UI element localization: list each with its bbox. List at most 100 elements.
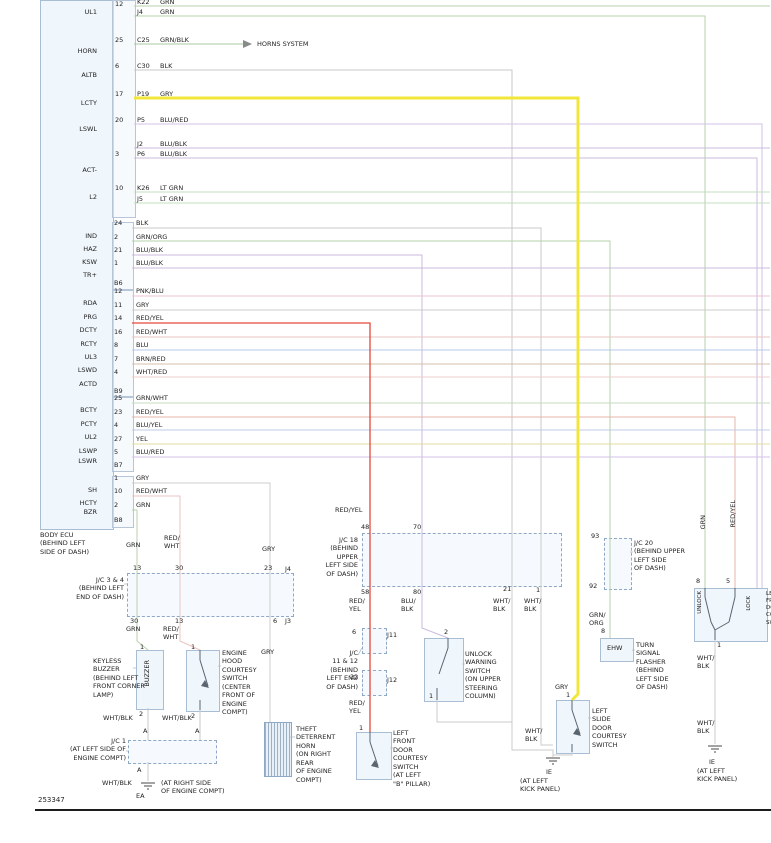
- wire-color-label: GRY: [160, 90, 174, 98]
- wire-color-label: GRY: [261, 648, 275, 656]
- ground-caption: (AT LEFT KICK PANEL): [697, 767, 738, 784]
- pin-number: 23: [264, 564, 273, 572]
- wire-slide-ground: [553, 752, 573, 756]
- wire-color-label: WHT/ BLK: [524, 597, 542, 614]
- wire-color-label: RED/YEL: [335, 506, 363, 514]
- wire-pcty-redyel: [132, 416, 736, 588]
- connector-code: J3: [285, 617, 292, 625]
- jc1-box: [128, 740, 217, 764]
- jc1-caption: J/C 1 (AT LEFT SIDE OF ENGINE COMPT): [70, 737, 126, 762]
- wire-color-label: WHT/ BLK: [697, 654, 715, 671]
- jc18-box: [362, 533, 562, 587]
- slide-switch-caption: LEFT SLIDE DOOR COURTESY SWITCH: [592, 707, 627, 749]
- leader-lines: [124, 551, 635, 752]
- switch-symbols: [199, 588, 736, 768]
- wire-color-label: GRN: [160, 0, 175, 6]
- wire-color-label: GRN: [136, 501, 151, 509]
- wire-color-label: WHT/BLK: [102, 779, 132, 787]
- ecu-pin-name: HCTY: [79, 499, 97, 507]
- ecu-connector-b9-box: [112, 290, 134, 397]
- ecu-pin-name: KSW: [82, 258, 97, 266]
- pin-number: 16: [114, 328, 123, 336]
- flasher-box: [600, 638, 634, 662]
- wire-lswl-blured: [134, 123, 763, 588]
- connector-code: P6: [137, 150, 146, 158]
- connector-code: K22: [137, 0, 150, 6]
- wire-color-label: RED/YEL: [136, 408, 164, 416]
- flasher-caption: TURN SIGNAL FLASHER (BEHIND LEFT SIDE OF…: [636, 641, 669, 692]
- wire-color-label: GRN: [126, 541, 141, 549]
- ecu-pin-name: ACTD: [79, 380, 97, 388]
- ecu-pin-name: DCTY: [79, 326, 98, 334]
- ground-name: EA: [136, 792, 145, 800]
- wire-color-label: RED/ YEL: [349, 699, 365, 716]
- page-bottom-rule: [35, 809, 771, 811]
- wire-color-label: WHT/RED: [136, 368, 168, 376]
- slide-switch-arrow-icon: [573, 728, 581, 736]
- pin-number: 27: [114, 435, 123, 443]
- ecu-pin-name: LSWP: [78, 447, 97, 455]
- wire-color-label: GRN/ ORG: [589, 611, 606, 628]
- ground-caption: (AT LEFT KICK PANEL): [520, 777, 561, 794]
- wire-color-label: WHT/ BLK: [697, 719, 715, 736]
- pin-number: 1: [429, 692, 434, 700]
- ground-name: IE: [709, 758, 716, 766]
- horns-arrow-icon: [243, 40, 252, 48]
- wire-color-label: BLU/BLK: [160, 150, 188, 158]
- wire-dcty-redyel: [132, 322, 371, 533]
- wire-whtblk-pin1: [540, 585, 553, 746]
- ecu-connector-b7-box: [112, 397, 134, 472]
- wire-color-label: WHT/BLK: [103, 714, 133, 722]
- slide-switch-symbol: [571, 700, 581, 752]
- keyless-buzzer-box: [136, 650, 164, 710]
- pin-number: 25: [114, 394, 123, 402]
- wire-color-label: YEL: [136, 435, 148, 443]
- body-ecu-box: [40, 0, 114, 530]
- wire-color-label: GRY: [136, 474, 150, 482]
- wire-hcty-redwht: [132, 495, 181, 573]
- ground-ref: A: [195, 727, 200, 735]
- pin-number: 4: [114, 421, 119, 429]
- wire-color-label: GRN/WHT: [136, 394, 168, 402]
- pin-number: 2: [114, 233, 119, 241]
- wire-color-label: BLU/RED: [136, 448, 165, 456]
- pin-number: 6: [273, 617, 278, 625]
- pin-number: 25: [115, 36, 124, 44]
- pin-number: 17: [115, 90, 124, 98]
- pin-number: 92: [589, 582, 598, 590]
- ecu-pin-name: RCTY: [80, 340, 97, 348]
- jc11-box: [362, 628, 387, 654]
- ecu-pin-name: ALTB: [81, 71, 97, 79]
- connector-code: K26: [137, 184, 150, 192]
- jc1112-caption: J/C 11 & 12 (BEHIND LEFT END OF DASH): [326, 649, 358, 691]
- wire-lcty-gry-highlighted: [134, 96, 580, 702]
- pin-number: 22: [350, 673, 359, 681]
- pin-number: 5: [726, 577, 731, 585]
- pin-number: 23: [114, 408, 123, 416]
- pin-number: 10: [115, 184, 124, 192]
- wire-color-label: GRN: [126, 625, 141, 633]
- pin-number: 1: [140, 643, 145, 651]
- flasher-label: EHW: [607, 644, 623, 652]
- pin-number: 8: [696, 577, 701, 585]
- diagram-number: 253347: [38, 796, 65, 804]
- hood-switch-symbol: [199, 650, 209, 710]
- wire-color-label: BLU/BLK: [136, 246, 164, 254]
- pin-number: 1: [114, 474, 119, 482]
- hood-switch-arrow-icon: [201, 680, 209, 688]
- pin-number: 13: [133, 564, 142, 572]
- pin-number: 20: [115, 116, 124, 124]
- lock-caption-clipped: LE FR DO CO SW: [766, 591, 771, 626]
- uws-caption: UNLOCK WARNING SWITCH (ON UPPER STEERING…: [465, 650, 501, 701]
- theft-horn-caption: THEFT DETERRENT HORN (ON RIGHT REAR OF E…: [296, 725, 336, 784]
- pin-number: 7: [114, 355, 119, 363]
- wire-color-label: GRY: [136, 301, 150, 309]
- wire-altb-blk: [134, 69, 513, 533]
- connector-code: B6: [114, 279, 123, 287]
- wire-color-label: BRN/RED: [136, 355, 166, 363]
- door-switch-caption: LEFT FRONT DOOR COURTESY SWITCH (AT LEFT…: [393, 729, 431, 788]
- pin-number: 30: [130, 617, 139, 625]
- pin-number: 11: [114, 301, 123, 309]
- connector-code: B9: [114, 387, 123, 395]
- wire-ksw-blublk: [132, 254, 423, 533]
